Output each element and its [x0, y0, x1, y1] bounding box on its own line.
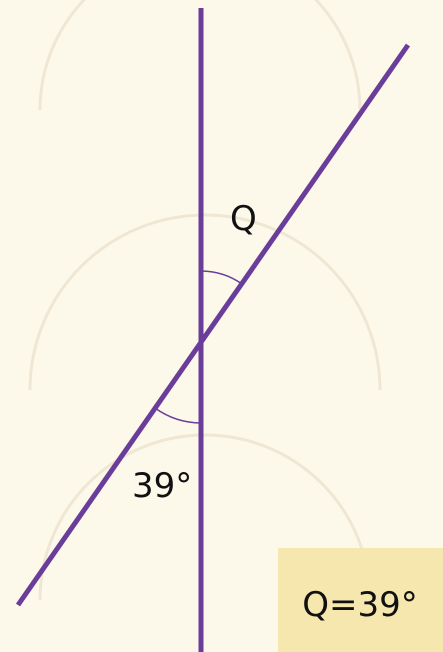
angle-label-q: Q: [230, 199, 257, 239]
answer-text: Q=39°: [302, 585, 418, 625]
page: {"diagram": {"angle_unknown_label": "Q",…: [0, 0, 443, 652]
diagram: Q 39° Q=39°: [0, 0, 443, 652]
angle-label-given: 39°: [132, 466, 192, 506]
